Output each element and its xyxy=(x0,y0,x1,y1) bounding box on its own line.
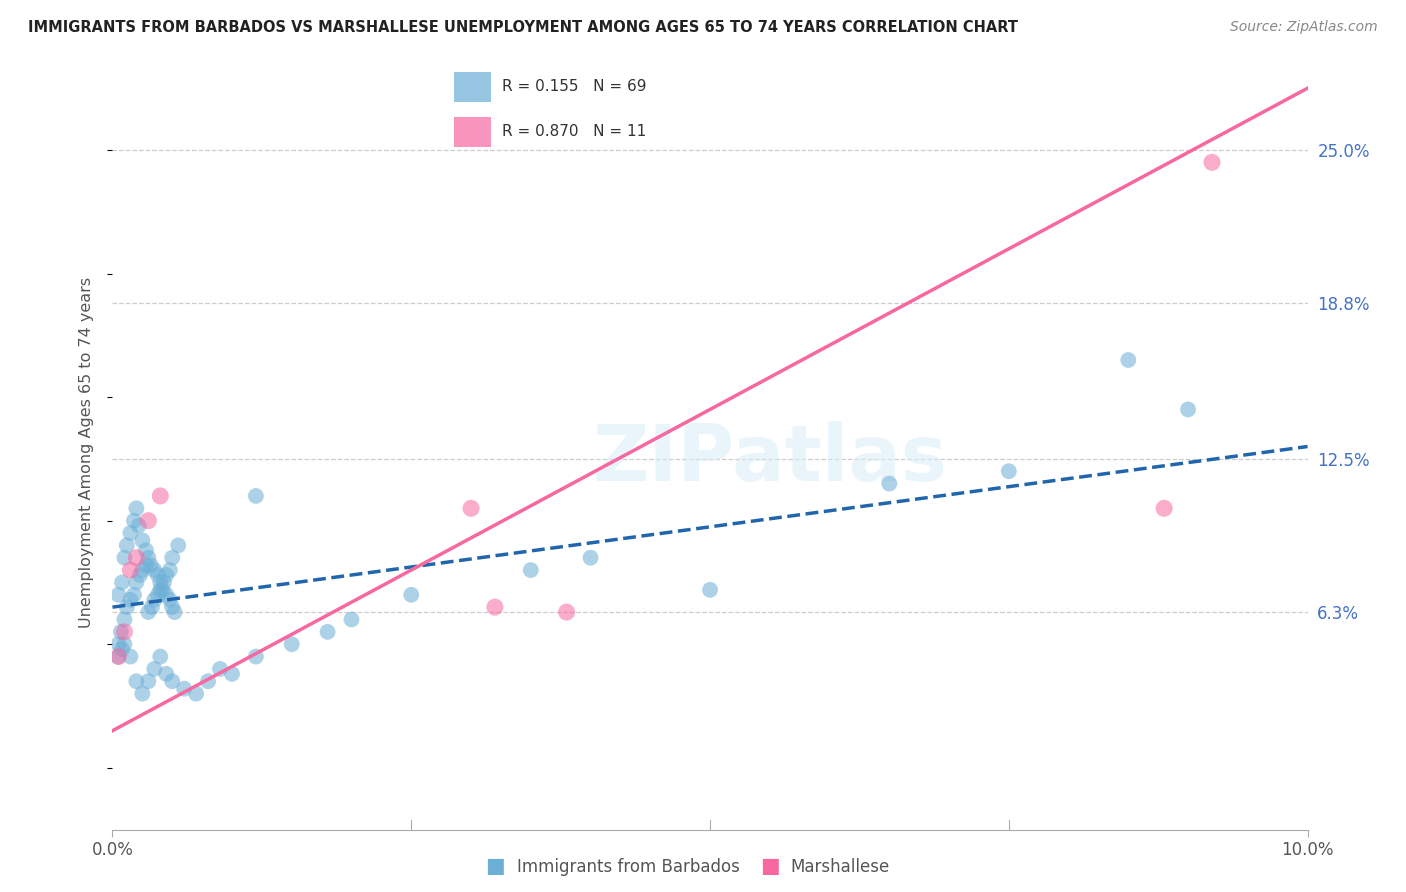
Point xyxy=(484,600,506,615)
Point xyxy=(699,582,721,597)
Text: ZIPatlas: ZIPatlas xyxy=(592,421,948,497)
Point xyxy=(1201,155,1223,169)
Point xyxy=(579,550,602,565)
Point xyxy=(998,464,1021,478)
Point xyxy=(114,637,135,651)
Point xyxy=(1118,353,1140,368)
Point xyxy=(245,489,267,503)
Point xyxy=(155,666,177,681)
Point xyxy=(149,489,172,503)
Point xyxy=(139,558,162,573)
Point xyxy=(125,501,148,516)
Point xyxy=(149,582,172,597)
Point xyxy=(131,563,153,577)
Point xyxy=(143,563,166,577)
Point xyxy=(162,674,183,689)
Text: Immigrants from Barbados: Immigrants from Barbados xyxy=(517,858,741,876)
Point xyxy=(162,550,183,565)
Point xyxy=(146,568,169,582)
Point xyxy=(155,588,177,602)
Point xyxy=(110,624,132,639)
Point xyxy=(146,588,169,602)
Point xyxy=(149,649,172,664)
Point xyxy=(125,674,148,689)
Point xyxy=(173,681,195,696)
Point xyxy=(197,674,219,689)
Bar xyxy=(454,72,491,102)
Point xyxy=(159,592,181,607)
Text: Marshallese: Marshallese xyxy=(790,858,890,876)
Point xyxy=(128,518,150,533)
Point xyxy=(162,600,183,615)
Point xyxy=(129,568,152,582)
Point xyxy=(131,687,153,701)
Point xyxy=(159,563,181,577)
Point xyxy=(114,624,135,639)
Point xyxy=(120,592,142,607)
Point xyxy=(152,582,174,597)
Point xyxy=(1153,501,1175,516)
Point xyxy=(111,575,134,590)
Point xyxy=(316,624,339,639)
Point xyxy=(138,605,160,619)
Point xyxy=(120,526,142,541)
Point xyxy=(114,550,135,565)
Text: Source: ZipAtlas.com: Source: ZipAtlas.com xyxy=(1230,20,1378,34)
Point xyxy=(143,662,166,676)
Point xyxy=(138,674,160,689)
Point xyxy=(107,588,129,602)
Text: IMMIGRANTS FROM BARBADOS VS MARSHALLESE UNEMPLOYMENT AMONG AGES 65 TO 74 YEARS C: IMMIGRANTS FROM BARBADOS VS MARSHALLESE … xyxy=(28,20,1018,35)
Point xyxy=(138,550,160,565)
Text: ■: ■ xyxy=(485,856,505,876)
Point xyxy=(138,514,160,528)
Point xyxy=(186,687,208,701)
Text: ■: ■ xyxy=(761,856,780,876)
Point xyxy=(122,588,145,602)
Point xyxy=(167,538,190,552)
Point xyxy=(520,563,543,577)
Point xyxy=(155,568,177,582)
Text: R = 0.155   N = 69: R = 0.155 N = 69 xyxy=(502,79,647,95)
Point xyxy=(114,613,135,627)
Point xyxy=(149,575,172,590)
Point xyxy=(122,514,145,528)
Point xyxy=(281,637,304,651)
Point xyxy=(879,476,901,491)
Point xyxy=(221,666,243,681)
Point xyxy=(340,613,363,627)
Point xyxy=(555,605,578,619)
Point xyxy=(115,600,138,615)
Point xyxy=(111,642,134,657)
Point xyxy=(141,600,163,615)
Point xyxy=(125,550,148,565)
Point xyxy=(120,649,142,664)
Point xyxy=(143,592,166,607)
Point xyxy=(245,649,267,664)
Point xyxy=(131,533,153,548)
Point xyxy=(107,637,129,651)
Point xyxy=(153,575,176,590)
Point xyxy=(209,662,232,676)
Point xyxy=(107,649,129,664)
Point xyxy=(107,649,129,664)
Point xyxy=(460,501,482,516)
Point xyxy=(135,543,157,558)
Point xyxy=(1177,402,1199,417)
Text: R = 0.870   N = 11: R = 0.870 N = 11 xyxy=(502,124,647,139)
Point xyxy=(401,588,423,602)
Point xyxy=(115,538,138,552)
Point xyxy=(135,558,157,573)
Bar xyxy=(454,117,491,147)
Y-axis label: Unemployment Among Ages 65 to 74 years: Unemployment Among Ages 65 to 74 years xyxy=(79,277,94,628)
Point xyxy=(120,563,142,577)
Point xyxy=(125,575,148,590)
Point xyxy=(163,605,186,619)
